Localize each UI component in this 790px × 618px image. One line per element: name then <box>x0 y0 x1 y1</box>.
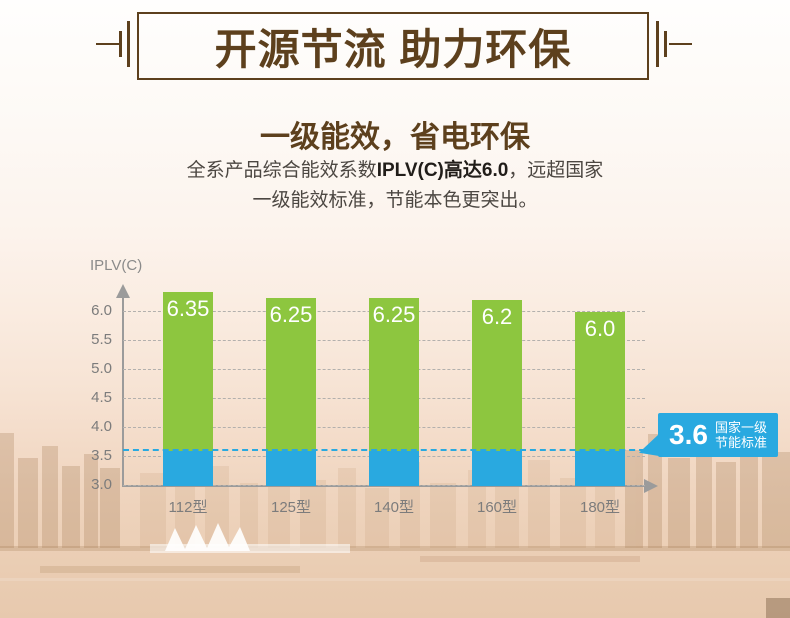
x-axis-category-label: 140型 <box>373 499 415 516</box>
bar: 6.0 <box>575 312 625 486</box>
bar-value-label: 6.25 <box>269 301 313 327</box>
y-tick-label: 5.5 <box>91 331 112 348</box>
y-tick-label: 3.5 <box>91 447 112 464</box>
bar-below-baseline-segment <box>369 451 419 486</box>
bar-value-label: 6.35 <box>166 295 210 321</box>
y-tick-label: 4.5 <box>91 389 112 406</box>
x-axis-category-label: 160型 <box>476 499 518 516</box>
bar-below-baseline-segment <box>266 451 316 486</box>
baseline-callout: 3.6 国家一级 节能标准 <box>639 413 778 457</box>
bar: 6.25 <box>369 297 419 486</box>
chart: IPLV(C) 6.0 5.5 5.0 4.5 4.0 3.5 3.0 6.35 112型 6.2… <box>0 255 790 535</box>
bar: 6.35 <box>163 291 213 486</box>
baseline-label-line1: 国家一级 <box>714 420 767 435</box>
banner-ornament-line-icon <box>119 31 122 57</box>
x-axis-line <box>122 485 646 487</box>
bar: 6.25 <box>266 297 316 486</box>
y-tick-label: 4.0 <box>91 418 112 435</box>
page-title: 开源节流 助力环保 <box>214 25 572 73</box>
y-tick-label: 3.0 <box>91 476 112 493</box>
bar-below-baseline-segment <box>575 451 625 486</box>
baseline-label: 国家一级 节能标准 <box>715 420 767 450</box>
bar: 6.2 <box>472 300 522 486</box>
baseline-label-line2: 节能标准 <box>714 435 767 450</box>
description-text: 全系产品综合能效系数 <box>186 160 377 181</box>
banner-ornament-line-icon <box>664 31 667 57</box>
description-line-2: 一级能效标准，节能本色更突出。 <box>252 190 538 211</box>
bar-below-baseline-segment <box>163 450 213 486</box>
background-cityscape-image <box>0 433 790 618</box>
title-box: 开源节流 助力环保 <box>137 12 649 80</box>
baseline-value: 3.6 <box>669 419 708 450</box>
banner-ornament-line-icon <box>656 21 659 67</box>
baseline-dashed-line <box>123 449 655 451</box>
y-axis-line <box>122 297 124 487</box>
banner-ornament-line-icon <box>127 21 130 67</box>
y-axis-title: IPLV(C) <box>90 257 143 274</box>
y-tick-label: 5.0 <box>91 360 112 377</box>
description-text: ，远超国家 <box>508 160 604 181</box>
x-axis-category-label: 180型 <box>579 499 621 516</box>
y-axis-arrow-icon <box>116 284 130 298</box>
bar-value-label: 6.0 <box>584 316 616 341</box>
banner-ornament-line-icon <box>96 43 119 45</box>
bar-value-label: 6.25 <box>372 301 416 327</box>
x-axis-category-label: 125型 <box>270 499 312 516</box>
bar-below-baseline-segment <box>472 450 522 486</box>
x-axis-category-label: 112型 <box>168 499 208 516</box>
description-bold-text: IPLV(C)高达6.0 <box>376 160 509 181</box>
section-heading: 一级能效，省电环保 <box>260 121 530 154</box>
section-description: 全系产品综合能效系数IPLV(C)高达6.0，远超国家 一级能效标准，节能本色更… <box>0 156 790 216</box>
bar-value-label: 6.2 <box>481 304 513 330</box>
x-axis-arrow-icon <box>644 479 658 493</box>
callout-pointer-icon <box>639 434 659 456</box>
y-tick-label: 6.0 <box>91 302 112 319</box>
description-line-1: 全系产品综合能效系数IPLV(C)高达6.0，远超国家 <box>0 156 790 186</box>
banner-ornament-line-icon <box>669 43 692 45</box>
title-banner: 开源节流 助力环保 <box>0 0 790 95</box>
